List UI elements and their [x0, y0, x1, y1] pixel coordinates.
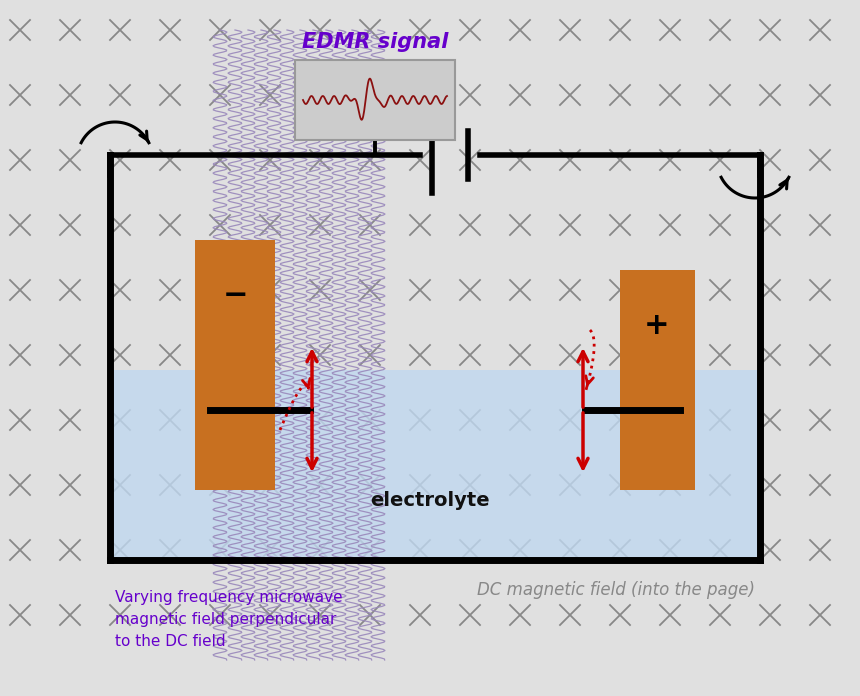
Text: −: − — [222, 280, 248, 310]
Bar — [110, 370, 760, 560]
Text: EDMR signal: EDMR signal — [302, 32, 448, 52]
Text: Varying frequency microwave
magnetic field perpendicular
to the DC field: Varying frequency microwave magnetic fie… — [115, 590, 342, 649]
Bar — [295, 60, 455, 140]
Bar — [620, 270, 695, 490]
Text: electrolyte: electrolyte — [370, 491, 490, 509]
Text: +: + — [644, 310, 670, 340]
Bar — [195, 240, 275, 490]
Text: DC magnetic field (into the page): DC magnetic field (into the page) — [477, 581, 755, 599]
